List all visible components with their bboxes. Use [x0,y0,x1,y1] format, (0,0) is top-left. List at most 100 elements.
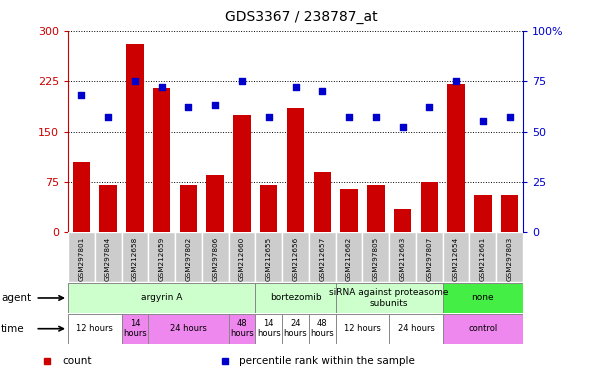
Point [237,78,246,84]
Text: 48
hours: 48 hours [230,319,254,338]
Text: agent: agent [1,293,31,303]
Bar [68,232,95,282]
Text: 48
hours: 48 hours [310,319,334,338]
Text: GSM212657: GSM212657 [319,236,325,281]
Bar [443,283,523,313]
Bar [336,314,389,344]
Text: 14
hours: 14 hours [123,319,147,338]
Bar [447,84,465,232]
Bar [416,232,443,282]
Point [184,104,193,111]
Bar [394,209,411,232]
Text: GSM212655: GSM212655 [266,236,272,281]
Bar [474,195,492,232]
Bar [126,44,144,232]
Bar [202,232,229,282]
Text: GSM212663: GSM212663 [400,236,405,281]
Point [130,78,139,84]
Text: argyrin A: argyrin A [141,293,183,303]
Point [77,92,86,98]
Bar [180,185,197,232]
Point [345,114,354,121]
Bar [148,232,175,282]
Bar [287,108,304,232]
Bar [68,314,122,344]
Bar [336,232,362,282]
Bar [229,314,255,344]
Bar [122,314,148,344]
Bar [362,232,389,282]
Bar [153,88,170,232]
Text: 24 hours: 24 hours [398,324,434,333]
Text: time: time [1,324,25,334]
Point [264,114,274,121]
Bar [340,189,358,232]
Bar [282,232,309,282]
Text: GSM297803: GSM297803 [506,236,512,281]
Text: GSM297801: GSM297801 [79,236,85,281]
Text: percentile rank within the sample: percentile rank within the sample [239,356,415,366]
Bar [229,232,255,282]
Point [157,84,167,90]
Bar [314,172,331,232]
Point [505,114,514,121]
Text: GSM297804: GSM297804 [105,236,111,281]
Bar [175,232,202,282]
Bar [309,232,336,282]
Bar [260,185,277,232]
Text: 12 hours: 12 hours [344,324,381,333]
Point [452,78,461,84]
Text: GSM212659: GSM212659 [158,236,165,281]
Point [317,88,327,94]
Text: 12 hours: 12 hours [76,324,113,333]
Bar [389,232,416,282]
Bar [443,314,523,344]
Text: none: none [472,293,494,303]
Bar [469,232,496,282]
Bar [206,175,224,232]
Text: GSM212662: GSM212662 [346,236,352,281]
Point [424,104,434,111]
Text: siRNA against proteasome
subunits: siRNA against proteasome subunits [329,288,449,308]
Bar [255,314,282,344]
Text: GSM297806: GSM297806 [212,236,218,281]
Point [103,114,113,121]
Text: GDS3367 / 238787_at: GDS3367 / 238787_at [225,10,377,23]
Bar [255,232,282,282]
Bar [68,283,255,313]
Bar [367,185,385,232]
Bar [95,232,122,282]
Bar [336,283,443,313]
Text: GSM212656: GSM212656 [293,236,298,281]
Text: 24 hours: 24 hours [170,324,207,333]
Bar [122,232,148,282]
Point [371,114,381,121]
Bar [501,195,518,232]
Point [291,84,300,90]
Bar [73,162,90,232]
Text: GSM212661: GSM212661 [480,236,486,281]
Bar [255,283,336,313]
Text: count: count [62,356,92,366]
Text: GSM297802: GSM297802 [186,236,191,281]
Bar [99,185,117,232]
Text: GSM212658: GSM212658 [132,236,138,281]
Text: GSM212654: GSM212654 [453,236,459,281]
Bar [443,232,469,282]
Bar [282,314,309,344]
Text: GSM297807: GSM297807 [426,236,433,281]
Point [210,102,220,108]
Text: control: control [468,324,498,333]
Text: bortezomib: bortezomib [269,293,322,303]
Bar [309,314,336,344]
Text: 14
hours: 14 hours [257,319,281,338]
Point [478,118,488,124]
Text: GSM212660: GSM212660 [239,236,245,281]
Point [398,124,407,131]
Bar [148,314,229,344]
Text: 24
hours: 24 hours [284,319,307,338]
Bar [496,232,523,282]
Bar [389,314,443,344]
Bar [421,182,438,232]
Text: GSM297805: GSM297805 [373,236,379,281]
